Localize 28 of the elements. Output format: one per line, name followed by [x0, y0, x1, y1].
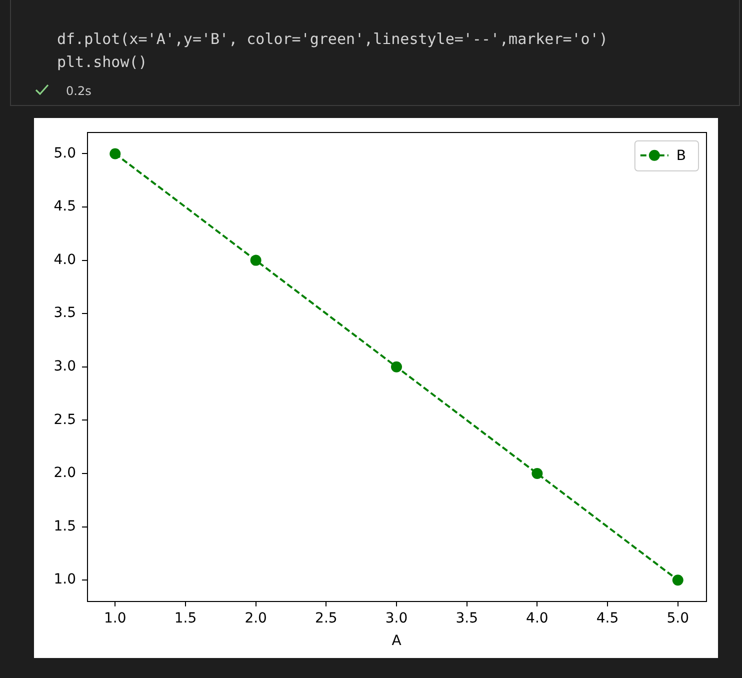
point [672, 574, 684, 586]
x-tick-label: 3.0 [385, 610, 408, 626]
y-tick-label: 3.5 [54, 305, 76, 322]
y-tick-label: 1.0 [54, 572, 76, 588]
y-tick-label: 4.5 [54, 198, 76, 215]
x-axis-title: A [392, 633, 402, 650]
point [391, 361, 402, 372]
x-tick-label: 4.5 [596, 610, 619, 626]
x-tick-label: 3.5 [456, 610, 478, 626]
y-tick-label: 4.0 [54, 252, 76, 268]
point [110, 148, 121, 160]
legend-label: B [676, 148, 686, 164]
x-tick-label: 2.5 [315, 610, 338, 626]
y-tick-label: 5.0 [54, 145, 76, 162]
text: 0.2s [66, 84, 92, 98]
text: df.plot(x='A',y='B', color='green',linestyle='--',marker='o') [57, 30, 608, 48]
text: plt.show() [57, 53, 148, 71]
y-tick-label: 2.5 [54, 412, 76, 428]
point [532, 468, 543, 479]
y-tick-label: 2.0 [54, 465, 76, 482]
x-tick-label: 1.5 [174, 610, 197, 626]
y-tick-label: 3.0 [54, 358, 76, 375]
x-tick-label: 5.0 [666, 610, 689, 626]
x-tick-label: 4.0 [526, 610, 548, 626]
point [250, 254, 262, 266]
x-tick-label: 1.0 [104, 610, 126, 626]
x-tick-label: 2.0 [244, 610, 267, 626]
y-tick-label: 1.5 [54, 518, 76, 534]
